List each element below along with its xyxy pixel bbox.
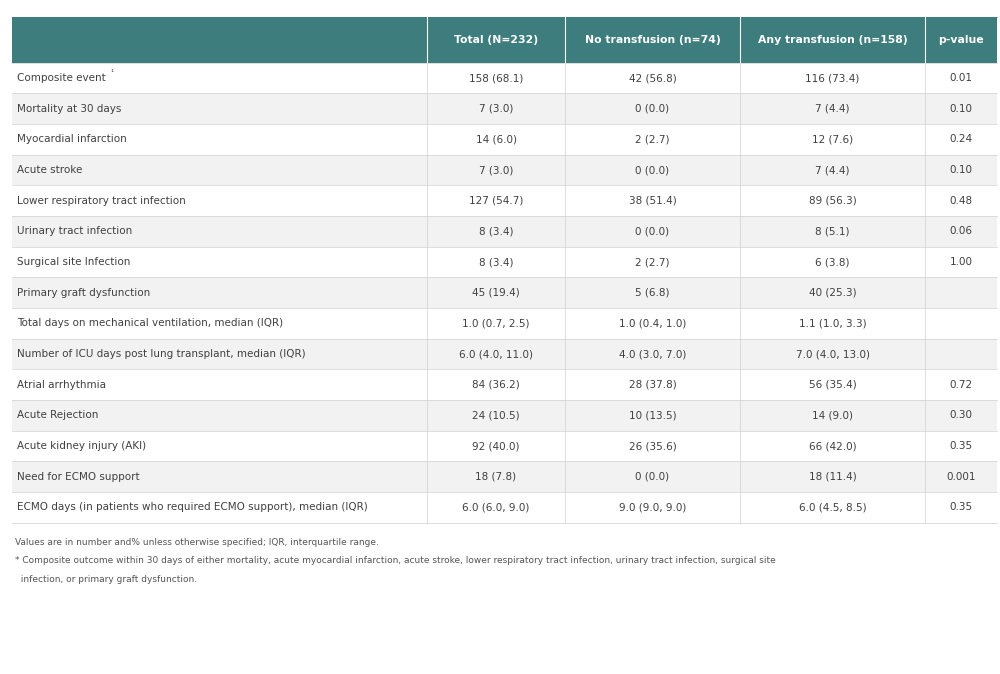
- Text: 7.0 (4.0, 13.0): 7.0 (4.0, 13.0): [796, 349, 870, 359]
- Text: Total (N=232): Total (N=232): [454, 35, 538, 44]
- Text: 7 (3.0): 7 (3.0): [479, 165, 513, 175]
- Text: 38 (51.4): 38 (51.4): [629, 195, 676, 206]
- Text: 0 (0.0): 0 (0.0): [635, 104, 670, 114]
- Bar: [12, 124, 997, 154]
- Text: Lower respiratory tract infection: Lower respiratory tract infection: [17, 195, 186, 206]
- Text: 40 (25.3): 40 (25.3): [809, 288, 856, 298]
- Bar: [12, 461, 997, 492]
- Text: Atrial arrhythmia: Atrial arrhythmia: [17, 379, 106, 390]
- Text: 28 (37.8): 28 (37.8): [629, 379, 676, 390]
- Text: 6 (3.8): 6 (3.8): [815, 257, 850, 267]
- Text: 1.0 (0.4, 1.0): 1.0 (0.4, 1.0): [619, 318, 686, 328]
- Text: 0 (0.0): 0 (0.0): [635, 226, 670, 237]
- Bar: [12, 369, 997, 400]
- Text: 0.35: 0.35: [949, 441, 973, 451]
- Text: 0 (0.0): 0 (0.0): [635, 472, 670, 482]
- Text: 0 (0.0): 0 (0.0): [635, 165, 670, 175]
- Text: Mortality at 30 days: Mortality at 30 days: [17, 104, 121, 114]
- Text: Values are in number and% unless otherwise specified; IQR, interquartile range.: Values are in number and% unless otherwi…: [15, 538, 379, 547]
- Bar: [12, 93, 997, 124]
- Text: 116 (73.4): 116 (73.4): [805, 73, 860, 83]
- Bar: [12, 400, 997, 431]
- Text: 8 (3.4): 8 (3.4): [479, 226, 513, 237]
- Text: 84 (36.2): 84 (36.2): [472, 379, 520, 390]
- Text: 14 (9.0): 14 (9.0): [812, 410, 853, 421]
- Text: 10 (13.5): 10 (13.5): [629, 410, 676, 421]
- Text: Acute kidney injury (AKI): Acute kidney injury (AKI): [17, 441, 146, 451]
- Text: 0.10: 0.10: [950, 104, 973, 114]
- Text: 2 (2.7): 2 (2.7): [635, 134, 670, 144]
- Text: Acute stroke: Acute stroke: [17, 165, 82, 175]
- Text: 14 (6.0): 14 (6.0): [476, 134, 516, 144]
- Text: Acute Rejection: Acute Rejection: [17, 410, 98, 421]
- Text: 5 (6.8): 5 (6.8): [635, 288, 670, 298]
- Text: 0.01: 0.01: [950, 73, 973, 83]
- Text: 56 (35.4): 56 (35.4): [809, 379, 856, 390]
- Text: 0.10: 0.10: [950, 165, 973, 175]
- Bar: [12, 216, 997, 247]
- Text: 66 (42.0): 66 (42.0): [809, 441, 856, 451]
- Text: Composite event: Composite event: [17, 73, 106, 83]
- Text: 0.35: 0.35: [949, 502, 973, 512]
- Text: Any transfusion (n=158): Any transfusion (n=158): [758, 35, 907, 44]
- Text: 26 (35.6): 26 (35.6): [629, 441, 676, 451]
- Text: 89 (56.3): 89 (56.3): [809, 195, 856, 206]
- Text: 6.0 (4.5, 8.5): 6.0 (4.5, 8.5): [799, 502, 866, 512]
- Bar: [12, 338, 997, 369]
- Text: 0.72: 0.72: [949, 379, 973, 390]
- Bar: [12, 431, 997, 461]
- Text: 1.00: 1.00: [950, 257, 973, 267]
- Text: 2 (2.7): 2 (2.7): [635, 257, 670, 267]
- Text: 8 (5.1): 8 (5.1): [815, 226, 850, 237]
- Text: 18 (11.4): 18 (11.4): [809, 472, 856, 482]
- Text: ECMO days (in patients who required ECMO support), median (IQR): ECMO days (in patients who required ECMO…: [17, 502, 368, 512]
- Text: 0.30: 0.30: [950, 410, 973, 421]
- Bar: [12, 154, 997, 185]
- Bar: [12, 308, 997, 338]
- Bar: [12, 17, 997, 63]
- Bar: [12, 278, 997, 308]
- Text: ¹: ¹: [110, 68, 113, 77]
- Text: 7 (4.4): 7 (4.4): [815, 165, 850, 175]
- Text: infection, or primary graft dysfunction.: infection, or primary graft dysfunction.: [15, 575, 197, 584]
- Text: 4.0 (3.0, 7.0): 4.0 (3.0, 7.0): [619, 349, 686, 359]
- Text: 158 (68.1): 158 (68.1): [469, 73, 523, 83]
- Bar: [12, 492, 997, 523]
- Text: 45 (19.4): 45 (19.4): [472, 288, 520, 298]
- Text: 8 (3.4): 8 (3.4): [479, 257, 513, 267]
- Text: 24 (10.5): 24 (10.5): [472, 410, 520, 421]
- Text: 42 (56.8): 42 (56.8): [629, 73, 676, 83]
- Text: 7 (3.0): 7 (3.0): [479, 104, 513, 114]
- Text: 0.001: 0.001: [946, 472, 976, 482]
- Bar: [12, 63, 997, 93]
- Text: 6.0 (4.0, 11.0): 6.0 (4.0, 11.0): [459, 349, 533, 359]
- Text: 0.24: 0.24: [949, 134, 973, 144]
- Text: 0.48: 0.48: [949, 195, 973, 206]
- Text: 7 (4.4): 7 (4.4): [815, 104, 850, 114]
- Text: p-value: p-value: [938, 35, 984, 44]
- Text: 18 (7.8): 18 (7.8): [475, 472, 517, 482]
- Text: No transfusion (n=74): No transfusion (n=74): [585, 35, 720, 44]
- Text: Total days on mechanical ventilation, median (IQR): Total days on mechanical ventilation, me…: [17, 318, 283, 328]
- Text: Surgical site Infection: Surgical site Infection: [17, 257, 130, 267]
- Text: 1.1 (1.0, 3.3): 1.1 (1.0, 3.3): [799, 318, 866, 328]
- Text: 0.06: 0.06: [950, 226, 973, 237]
- Text: 6.0 (6.0, 9.0): 6.0 (6.0, 9.0): [462, 502, 530, 512]
- Text: Myocardial infarction: Myocardial infarction: [17, 134, 127, 144]
- Text: 12 (7.6): 12 (7.6): [812, 134, 853, 144]
- Text: 92 (40.0): 92 (40.0): [472, 441, 520, 451]
- Text: Primary graft dysfunction: Primary graft dysfunction: [17, 288, 150, 298]
- Text: * Composite outcome within 30 days of either mortality, acute myocardial infarct: * Composite outcome within 30 days of ei…: [15, 556, 776, 565]
- Text: Urinary tract infection: Urinary tract infection: [17, 226, 132, 237]
- Text: 9.0 (9.0, 9.0): 9.0 (9.0, 9.0): [619, 502, 686, 512]
- Text: Need for ECMO support: Need for ECMO support: [17, 472, 140, 482]
- Text: 1.0 (0.7, 2.5): 1.0 (0.7, 2.5): [462, 318, 530, 328]
- Text: 127 (54.7): 127 (54.7): [469, 195, 523, 206]
- Text: Number of ICU days post lung transplant, median (IQR): Number of ICU days post lung transplant,…: [17, 349, 306, 359]
- Bar: [12, 185, 997, 216]
- Bar: [12, 247, 997, 278]
